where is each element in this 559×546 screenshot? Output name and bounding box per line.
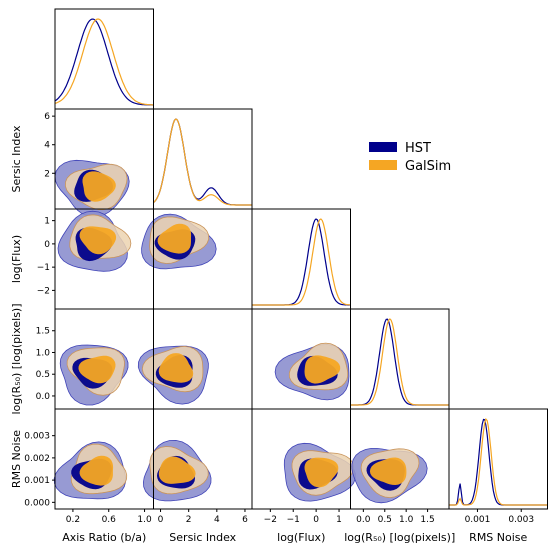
x-tick-label: 0.003 [508,515,534,525]
panel-3-3 [350,308,450,410]
contour-68-galsim [78,355,116,384]
panel-frame [448,408,548,510]
marginal-curve-galsim [350,318,449,406]
y-tick-label: 0.002 [24,454,50,464]
y-tick-label: 1 [44,217,50,227]
y-tick-label: 0.001 [24,476,50,486]
y-axis-label-0: Sersic Index [10,125,23,192]
x-tick-label: 1.0 [137,515,152,525]
panel-frame [54,8,154,110]
axis-labels: Axis Ratio (b/a) Sersic Index log(Flux) log… [10,125,528,544]
panel-1-1 [153,108,253,210]
marginal-curve-galsim [153,118,252,206]
panel-4-4: 0.001 0.003 [448,408,548,525]
panel-2-2 [251,208,351,310]
x-tick-label: 2 [186,515,192,525]
marginal-curve-galsim [54,18,154,106]
x-axis-label-4: RMS Noise [469,531,527,544]
panel-1-0: 2 4 6 [44,108,154,218]
y-tick-label: 1.0 [36,348,51,358]
panel-frame [251,208,351,310]
panel-frame [350,308,450,410]
x-axis-label-0: Axis Ratio (b/a) [62,531,146,544]
marginal-curve-hst [350,318,449,406]
y-tick-label: 1.5 [36,327,50,337]
panel-0-0 [54,8,154,110]
x-tick-label: 6 [242,515,248,525]
x-tick-label: 0.2 [66,515,80,525]
y-tick-label: 0.000 [24,498,50,508]
contour-68-galsim [158,456,196,484]
x-tick-label: −2 [264,515,277,525]
contour-68-galsim [157,223,192,254]
contour-68-galsim [158,353,194,383]
y-axis-label-3: RMS Noise [10,430,23,488]
x-tick-label: 0.001 [465,515,491,525]
y-tick-label: 0.0 [36,392,51,402]
legend-swatch-galsim [369,160,397,170]
x-tick-label: 0 [313,515,319,525]
marginal-curve-hst [449,418,548,506]
panel-4-3: 0.0 0.5 1.0 1.5 [350,408,450,525]
contour-68-galsim [79,226,117,255]
x-tick-label: 1 [336,515,342,525]
y-tick-label: −1 [37,263,50,273]
y-tick-label: −2 [37,286,50,296]
x-tick-label: 4 [214,515,220,525]
y-tick-label: 0 [44,240,50,250]
x-tick-label: 1.5 [420,515,434,525]
marginal-curve-hst [54,18,154,106]
x-tick-label: 1.0 [399,515,414,525]
x-tick-label: 0.0 [356,515,371,525]
contour-68-galsim [369,457,407,485]
legend-label-hst: HST [405,141,431,156]
legend-swatch-hst [369,142,397,152]
panel-frame [153,108,253,210]
y-tick-label: 0.003 [24,432,50,442]
panel-4-1: 0 2 4 6 [142,408,253,525]
panel-2-1 [141,208,253,310]
marginal-curve-galsim [449,417,548,506]
legend: HST GalSim [369,141,451,174]
y-axis-label-1: log(Flux) [10,235,23,283]
contour-68-galsim [304,457,339,488]
x-tick-label: 0.6 [102,515,117,525]
marginal-curve-hst [153,118,252,206]
marginal-curve-galsim [252,218,351,306]
contour-68-galsim [304,355,341,384]
x-tick-label: 0 [158,515,164,525]
y-axis-label-2: log(R₅₀) [log(pixels)] [10,303,23,414]
y-tick-label: 4 [44,141,50,151]
marginal-curve-hst [252,218,351,306]
contour-68-galsim [79,455,114,486]
y-tick-label: 2 [44,169,50,179]
panel-3-2 [251,308,351,410]
x-tick-label: −1 [287,515,300,525]
y-tick-label: 0.5 [36,370,50,380]
legend-label-galsim: GalSim [405,159,451,174]
contour-68-galsim [82,171,116,202]
x-axis-label-3: log(R₅₀) [log(pixels)] [344,531,455,544]
x-axis-label-1: Sersic Index [169,531,236,544]
panel-4-2: −2 −1 0 1 [251,408,356,525]
panel-4-0: 0.2 0.6 1.0 0.000 0.001 0.002 0.003 [24,408,154,525]
panel-3-0: 0.0 0.5 1.0 1.5 [36,308,154,410]
x-tick-label: 0.5 [378,515,392,525]
x-axis-label-2: log(Flux) [277,531,325,544]
y-tick-label: 6 [44,112,50,122]
panel-2-0: −2 −1 0 1 [37,208,154,310]
panel-3-1 [137,308,253,410]
